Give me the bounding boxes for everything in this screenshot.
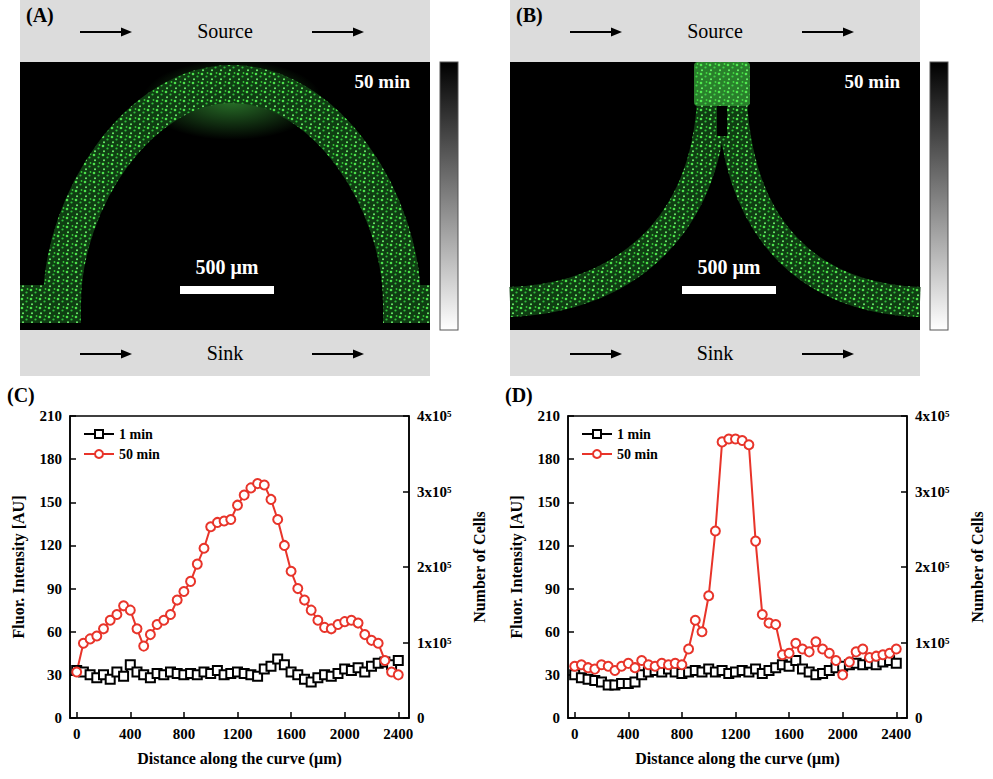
svg-text:2000: 2000	[330, 726, 360, 742]
svg-text:Sink: Sink	[207, 342, 244, 364]
svg-text:Number of Cells: Number of Cells	[471, 511, 488, 623]
svg-text:2x10⁵: 2x10⁵	[417, 559, 452, 575]
svg-text:50 min: 50 min	[355, 71, 411, 92]
svg-text:4x10⁵: 4x10⁵	[915, 408, 950, 424]
svg-text:500 μm: 500 μm	[698, 256, 761, 279]
svg-text:1x10⁵: 1x10⁵	[417, 635, 452, 651]
svg-text:50 min: 50 min	[617, 447, 658, 462]
svg-text:(B): (B)	[516, 4, 543, 27]
svg-text:1200: 1200	[720, 726, 750, 742]
svg-text:400: 400	[119, 726, 142, 742]
svg-text:800: 800	[671, 726, 694, 742]
svg-text:3x10⁵: 3x10⁵	[417, 484, 452, 500]
svg-text:(C): (C)	[7, 384, 35, 407]
svg-text:90: 90	[545, 581, 560, 597]
svg-text:0: 0	[417, 710, 425, 726]
svg-text:Number of Cells: Number of Cells	[969, 511, 986, 623]
svg-text:0: 0	[553, 710, 561, 726]
svg-text:1600: 1600	[774, 726, 804, 742]
svg-text:Distance along the curve (μm): Distance along the curve (μm)	[635, 750, 840, 768]
svg-text:1 min: 1 min	[119, 427, 153, 442]
svg-text:400: 400	[617, 726, 640, 742]
svg-text:0: 0	[73, 726, 81, 742]
svg-text:90: 90	[47, 581, 62, 597]
svg-text:120: 120	[538, 537, 561, 553]
svg-text:150: 150	[538, 494, 561, 510]
svg-text:Source: Source	[197, 20, 253, 42]
svg-text:1600: 1600	[276, 726, 306, 742]
svg-text:210: 210	[40, 408, 63, 424]
svg-text:50 min: 50 min	[845, 71, 901, 92]
svg-text:60: 60	[47, 624, 62, 640]
svg-text:50 min: 50 min	[119, 447, 160, 462]
svg-text:0: 0	[915, 710, 923, 726]
svg-text:4x10⁵: 4x10⁵	[417, 408, 452, 424]
svg-text:800: 800	[173, 726, 196, 742]
svg-text:(A): (A)	[26, 4, 54, 27]
svg-text:Fluor. Intensity [AU]: Fluor. Intensity [AU]	[10, 496, 28, 639]
svg-text:2000: 2000	[828, 726, 858, 742]
svg-text:1x10⁵: 1x10⁵	[915, 635, 950, 651]
svg-text:180: 180	[538, 451, 561, 467]
svg-text:500 μm: 500 μm	[196, 256, 259, 279]
svg-text:60: 60	[545, 624, 560, 640]
svg-text:Fluor. Intensity [AU]: Fluor. Intensity [AU]	[508, 496, 526, 639]
svg-text:3x10⁵: 3x10⁵	[915, 484, 950, 500]
svg-text:150: 150	[40, 494, 63, 510]
svg-text:Sink: Sink	[697, 342, 734, 364]
svg-text:Distance along the curve (μm): Distance along the curve (μm)	[137, 750, 342, 768]
svg-text:210: 210	[538, 408, 561, 424]
svg-text:2400: 2400	[881, 726, 911, 742]
svg-text:0: 0	[571, 726, 579, 742]
svg-text:1 min: 1 min	[617, 427, 651, 442]
svg-text:30: 30	[47, 667, 62, 683]
svg-text:2x10⁵: 2x10⁵	[915, 559, 950, 575]
svg-text:30: 30	[545, 667, 560, 683]
svg-text:180: 180	[40, 451, 63, 467]
svg-text:120: 120	[40, 537, 63, 553]
svg-text:2400: 2400	[383, 726, 413, 742]
svg-text:1200: 1200	[222, 726, 252, 742]
svg-text:(D): (D)	[505, 384, 533, 407]
svg-text:0: 0	[55, 710, 63, 726]
svg-text:Source: Source	[687, 20, 743, 42]
